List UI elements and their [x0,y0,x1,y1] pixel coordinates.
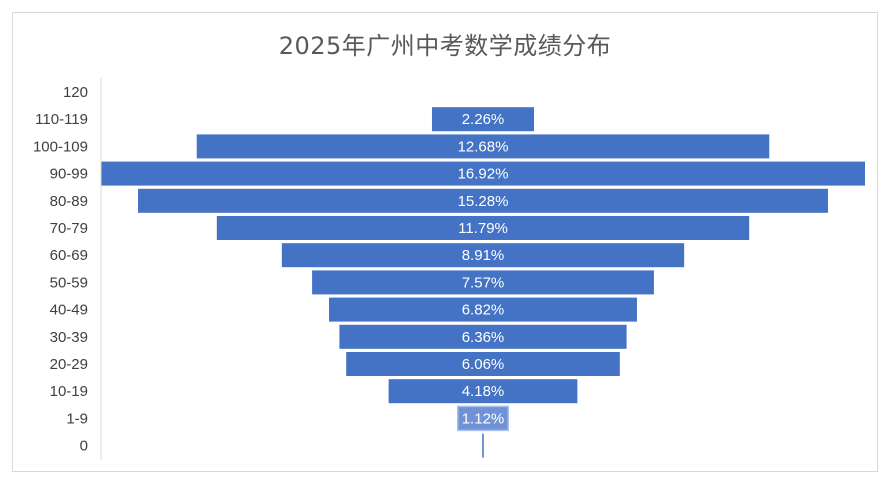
category-label: 110-119 [35,111,88,128]
category-label: 40-49 [50,302,88,319]
category-axis-group: 120 110-119 100-109 90-99 80-89 70-79 60-69 50-… [33,78,102,460]
category-label: 120 [63,84,88,101]
bars-group [101,107,865,458]
category-label: 90-99 [50,166,88,183]
bar [138,188,828,213]
bar [456,405,510,432]
category-label: 1-9 [66,410,88,427]
bar [216,216,750,240]
category-label: 100-109 [33,138,88,155]
category-label: 10-19 [50,383,88,400]
data-label: 6.36% [462,329,505,346]
data-label: 2.26% [462,111,505,128]
bar [196,134,770,159]
data-label: 6.82% [462,302,505,319]
data-label: 7.57% [462,274,505,291]
bar [329,297,637,322]
bar [346,352,620,376]
category-label: 30-39 [50,329,88,346]
bar [281,243,685,268]
chart-title: 2025年广州中考数学成绩分布 [278,32,612,60]
data-label: 4.18% [462,383,505,400]
bar [431,107,535,132]
category-label: 20-29 [50,356,88,373]
bar [388,379,578,404]
category-label: 60-69 [50,247,88,264]
data-label: 16.92% [458,166,509,183]
data-label: 1.12% [462,410,505,427]
category-label: 0 [80,438,88,455]
data-label: 8.91% [462,247,505,264]
data-label: 12.68% [458,138,509,155]
data-label: 15.28% [458,193,509,210]
data-label: 11.79% [458,220,508,237]
bar [312,270,654,295]
data-labels-group: 2.26% 12.68% 16.92% 15.28% 11.79% 8.91% 7.57% 6… [458,111,509,427]
bar [101,161,865,186]
data-label: 6.06% [462,356,505,373]
bar [339,324,627,349]
category-label: 80-89 [50,193,88,210]
category-label: 50-59 [50,274,88,291]
category-label: 70-79 [50,220,88,237]
